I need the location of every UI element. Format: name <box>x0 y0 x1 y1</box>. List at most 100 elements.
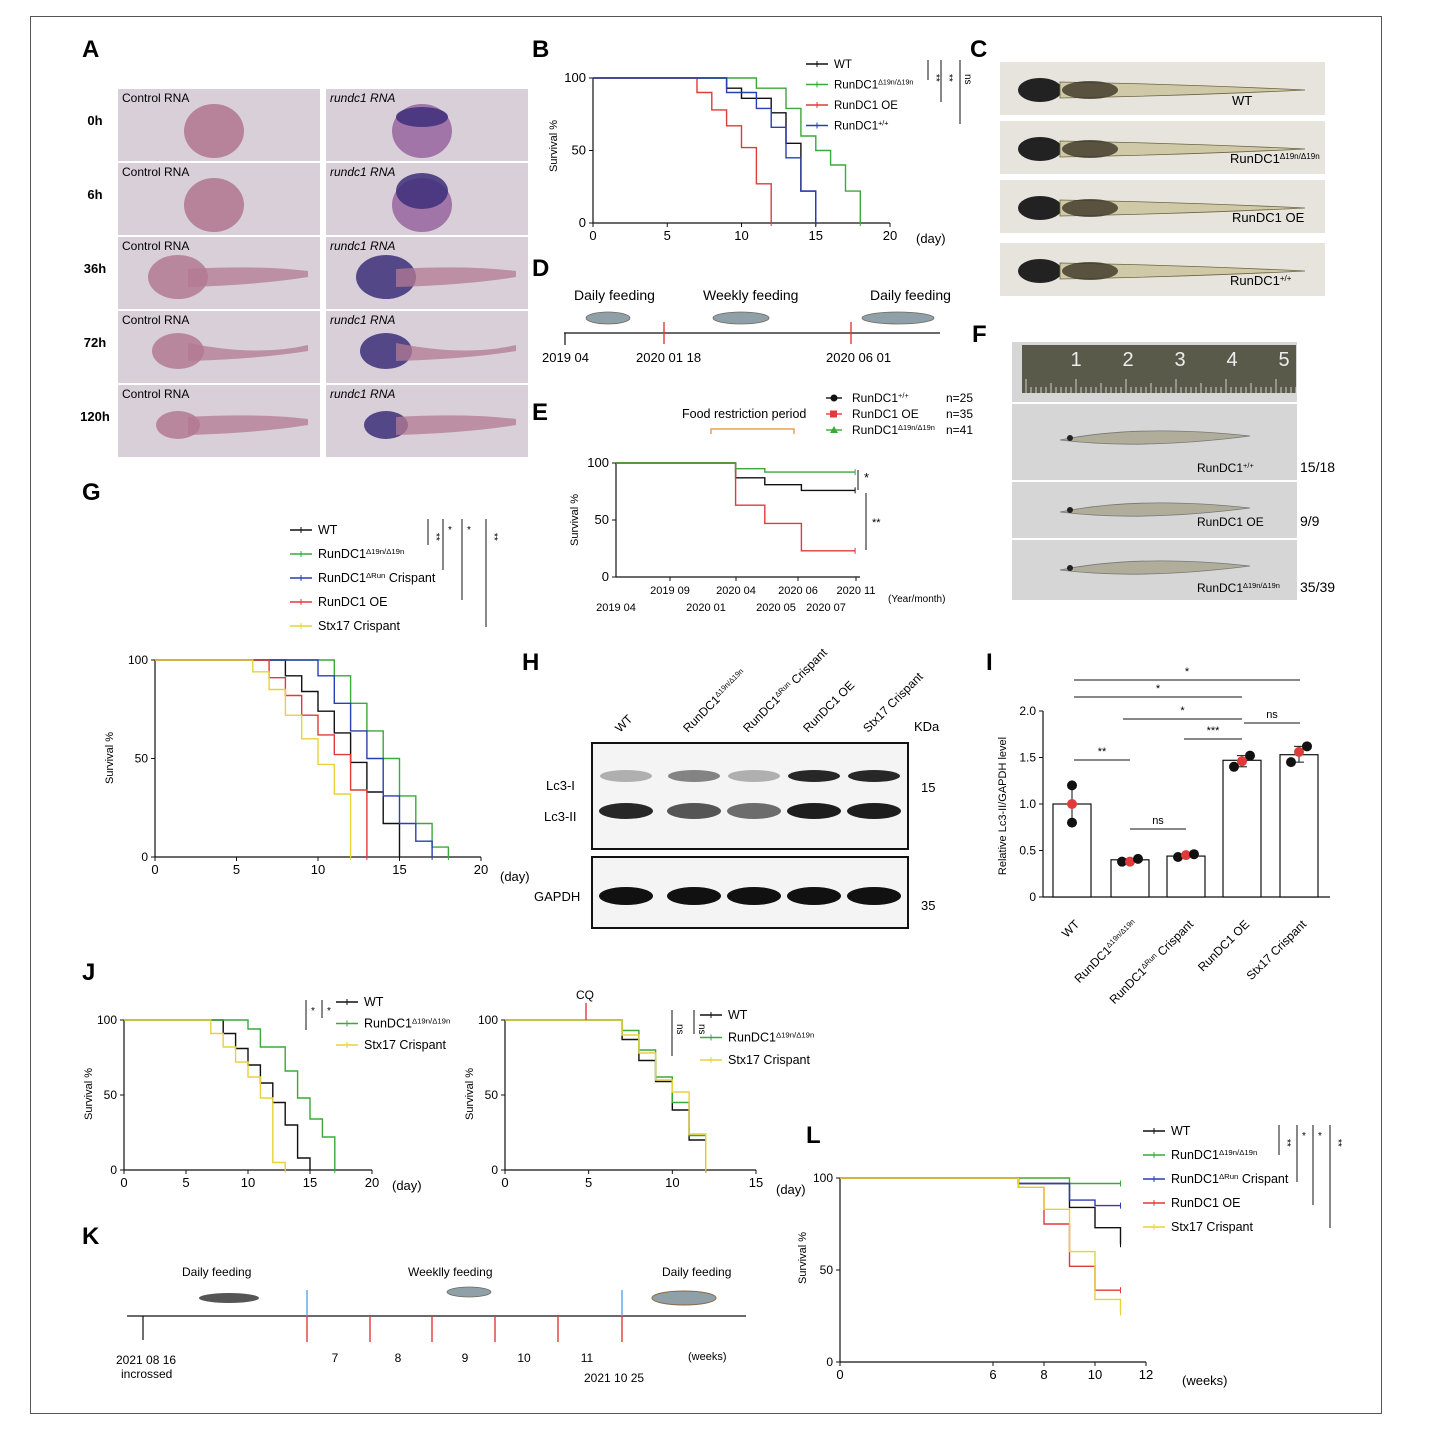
panel-d-fish-2 <box>861 311 935 325</box>
panel-j-right-sig-1-label: ns <box>696 1024 707 1035</box>
panel-b-xtick-label: 20 <box>883 228 897 243</box>
panel-h-band-lc3ii-2 <box>727 803 781 819</box>
panel-f-ruler-number: 2 <box>1122 349 1133 371</box>
panel-g-series-4 <box>155 659 352 857</box>
panel-j-left-sig-0-label: * <box>311 1006 315 1017</box>
panel-k-unit: (weeks) <box>688 1351 727 1363</box>
panel-b-xtick-label: 10 <box>734 228 748 243</box>
panel-e-legend-item-1: RunDC1 OE <box>852 407 919 421</box>
panel-g-xtick-label: 10 <box>311 862 325 877</box>
panel-e-xtick-bottom-2: 2020 05 <box>756 602 796 614</box>
panel-a-image-caption: rundc1 RNA <box>330 165 395 179</box>
panel-h-band-label-2: GAPDH <box>534 889 580 904</box>
panel-i-bracket-label-5: ** <box>1098 746 1107 758</box>
panel-k-tick-2: 9 <box>462 1351 469 1365</box>
panel-a-image-caption: rundc1 RNA <box>330 387 395 401</box>
panel-l-ytick-label: 100 <box>813 1171 833 1185</box>
panel-l-xtick-label: 10 <box>1088 1367 1102 1382</box>
panel-b-ytick-label: 100 <box>564 70 586 85</box>
panel-f-fish-eye <box>1067 507 1073 513</box>
panel-l-series-2 <box>840 1177 1121 1207</box>
panel-a-row-label: 6h <box>87 187 102 202</box>
panel-a-label: A <box>82 36 99 63</box>
panel-h-band-gapdh-3 <box>787 887 841 905</box>
panel-g-sig-2-label: * <box>467 525 471 536</box>
panel-a-image-72h-rundc1 <box>326 311 528 383</box>
panel-j-right-xtick-label: 10 <box>665 1175 679 1190</box>
panel-j-right-series-1 <box>505 1019 707 1170</box>
panel-g-xtick-label: 20 <box>474 862 488 877</box>
panel-i-ytick-label: 2.0 <box>1019 704 1036 718</box>
panel-g-ylabel: Survival % <box>104 732 116 784</box>
panel-h-band-lc3ii-1 <box>667 803 721 819</box>
panel-l-series-0 <box>840 1177 1122 1245</box>
panel-g-legend-item-4: Stx17 Crispant <box>318 619 401 633</box>
panel-d-date-2: 2020 06 01 <box>826 350 891 365</box>
panel-c-caption-2: RunDC1 OE <box>1232 210 1305 225</box>
panel-g-sig-3-label: ** <box>488 533 499 541</box>
panel-f-ruler <box>1022 345 1296 393</box>
panel-j-right-ytick-label: 100 <box>478 1013 498 1027</box>
panel-i-ytick-label: 1.5 <box>1019 751 1036 765</box>
panel-i-point-0-0 <box>1067 817 1077 828</box>
panel-h-band-lc3ii-3 <box>787 803 841 819</box>
panel-c-fish-body <box>1059 262 1306 280</box>
panel-d-label: D <box>532 255 549 282</box>
panel-h-band-lc3i-3 <box>788 770 840 782</box>
panel-e-label: E <box>532 399 548 426</box>
panel-a-image-caption: Control RNA <box>122 165 189 179</box>
panel-l-series-4 <box>840 1177 1122 1313</box>
panel-a: A 0h Control RNA rundc1 RNA 6h Control RNA ru… <box>80 36 528 457</box>
panel-i-point-4-1 <box>1294 746 1304 757</box>
panel-h-weight-0: 15 <box>921 780 935 795</box>
panel-i-bar-4 <box>1279 754 1319 898</box>
panel-c-fish-pigment <box>1062 199 1118 217</box>
panel-i-point-4-0 <box>1286 757 1296 768</box>
panel-j-left-series-1 <box>124 1019 336 1170</box>
panel-g-series-3 <box>155 659 368 857</box>
panel-e-xunit: (Year/month) <box>888 594 945 605</box>
panel-d-date-0: 2019 04 <box>542 350 589 365</box>
panel-b-series-3 <box>593 77 817 223</box>
panel-d-fish-1 <box>712 311 770 325</box>
panel-e-legend-n-2: n=41 <box>946 423 973 437</box>
panel-l-series-3 <box>840 1177 1121 1291</box>
panel-l-xunit: (weeks) <box>1182 1373 1228 1388</box>
panel-a-image-caption: rundc1 RNA <box>330 239 395 253</box>
panel-b-legend-item-3: RunDC1+/+ <box>834 120 888 133</box>
panel-h-band-gapdh-4 <box>847 887 901 905</box>
panel-f-fish-eye <box>1067 565 1073 571</box>
panel-g-legend-item-1: RunDC1Δ19n/Δ19n <box>318 547 404 562</box>
panel-e: E Food restriction period Survival % (Ye… <box>532 391 973 615</box>
panel-g-xtick-label: 0 <box>151 862 158 877</box>
panel-a-row-label: 0h <box>87 113 102 128</box>
panel-f-caption-2: RunDC1Δ19n/Δ19n <box>1197 581 1280 596</box>
panel-a-image-72h-control <box>118 311 320 383</box>
panel-l-ytick-label: 0 <box>826 1355 833 1369</box>
panel-g-ytick-label: 0 <box>141 850 148 864</box>
panel-e-xtick-bottom-0: 2019 04 <box>596 602 636 614</box>
panel-b-sig-0-label: ** <box>930 74 941 82</box>
panel-e-series-1 <box>616 462 856 552</box>
panel-f-fish-eye <box>1067 435 1073 441</box>
panel-i-point-3-1 <box>1237 756 1247 767</box>
panel-l-ytick-label: 50 <box>820 1263 834 1277</box>
panel-c-fish-body <box>1059 199 1306 217</box>
panel-j-left-xtick-label: 5 <box>182 1175 189 1190</box>
panel-k-adult <box>651 1290 717 1306</box>
panel-l-sig-1-label: * <box>1302 1131 1306 1142</box>
panel-b-ytick-label: 50 <box>572 143 586 158</box>
panel-j-right-legend-item-1: RunDC1Δ19n/Δ19n <box>728 1030 814 1045</box>
panel-j-cq-label: CQ <box>576 988 594 1002</box>
panel-a-embryo-tail <box>188 415 308 435</box>
panel-d-phase-2: Daily feeding <box>870 287 951 303</box>
panel-f-fish-1 <box>1059 502 1251 517</box>
panel-k-larva <box>199 1293 259 1303</box>
panel-a-row-label: 72h <box>84 335 106 350</box>
panel-l-sig-3-label: ** <box>1332 1139 1343 1147</box>
panel-i: I Relative Lc3-II/GAPDH level 0 0.5 1.0 1.5… <box>986 649 1330 1007</box>
panel-j-left-xtick-label: 20 <box>365 1175 379 1190</box>
panel-a-embryo-stain <box>396 107 448 127</box>
panel-c-fish-head <box>1018 78 1062 102</box>
panel-j-left-series-0 <box>124 1019 311 1170</box>
